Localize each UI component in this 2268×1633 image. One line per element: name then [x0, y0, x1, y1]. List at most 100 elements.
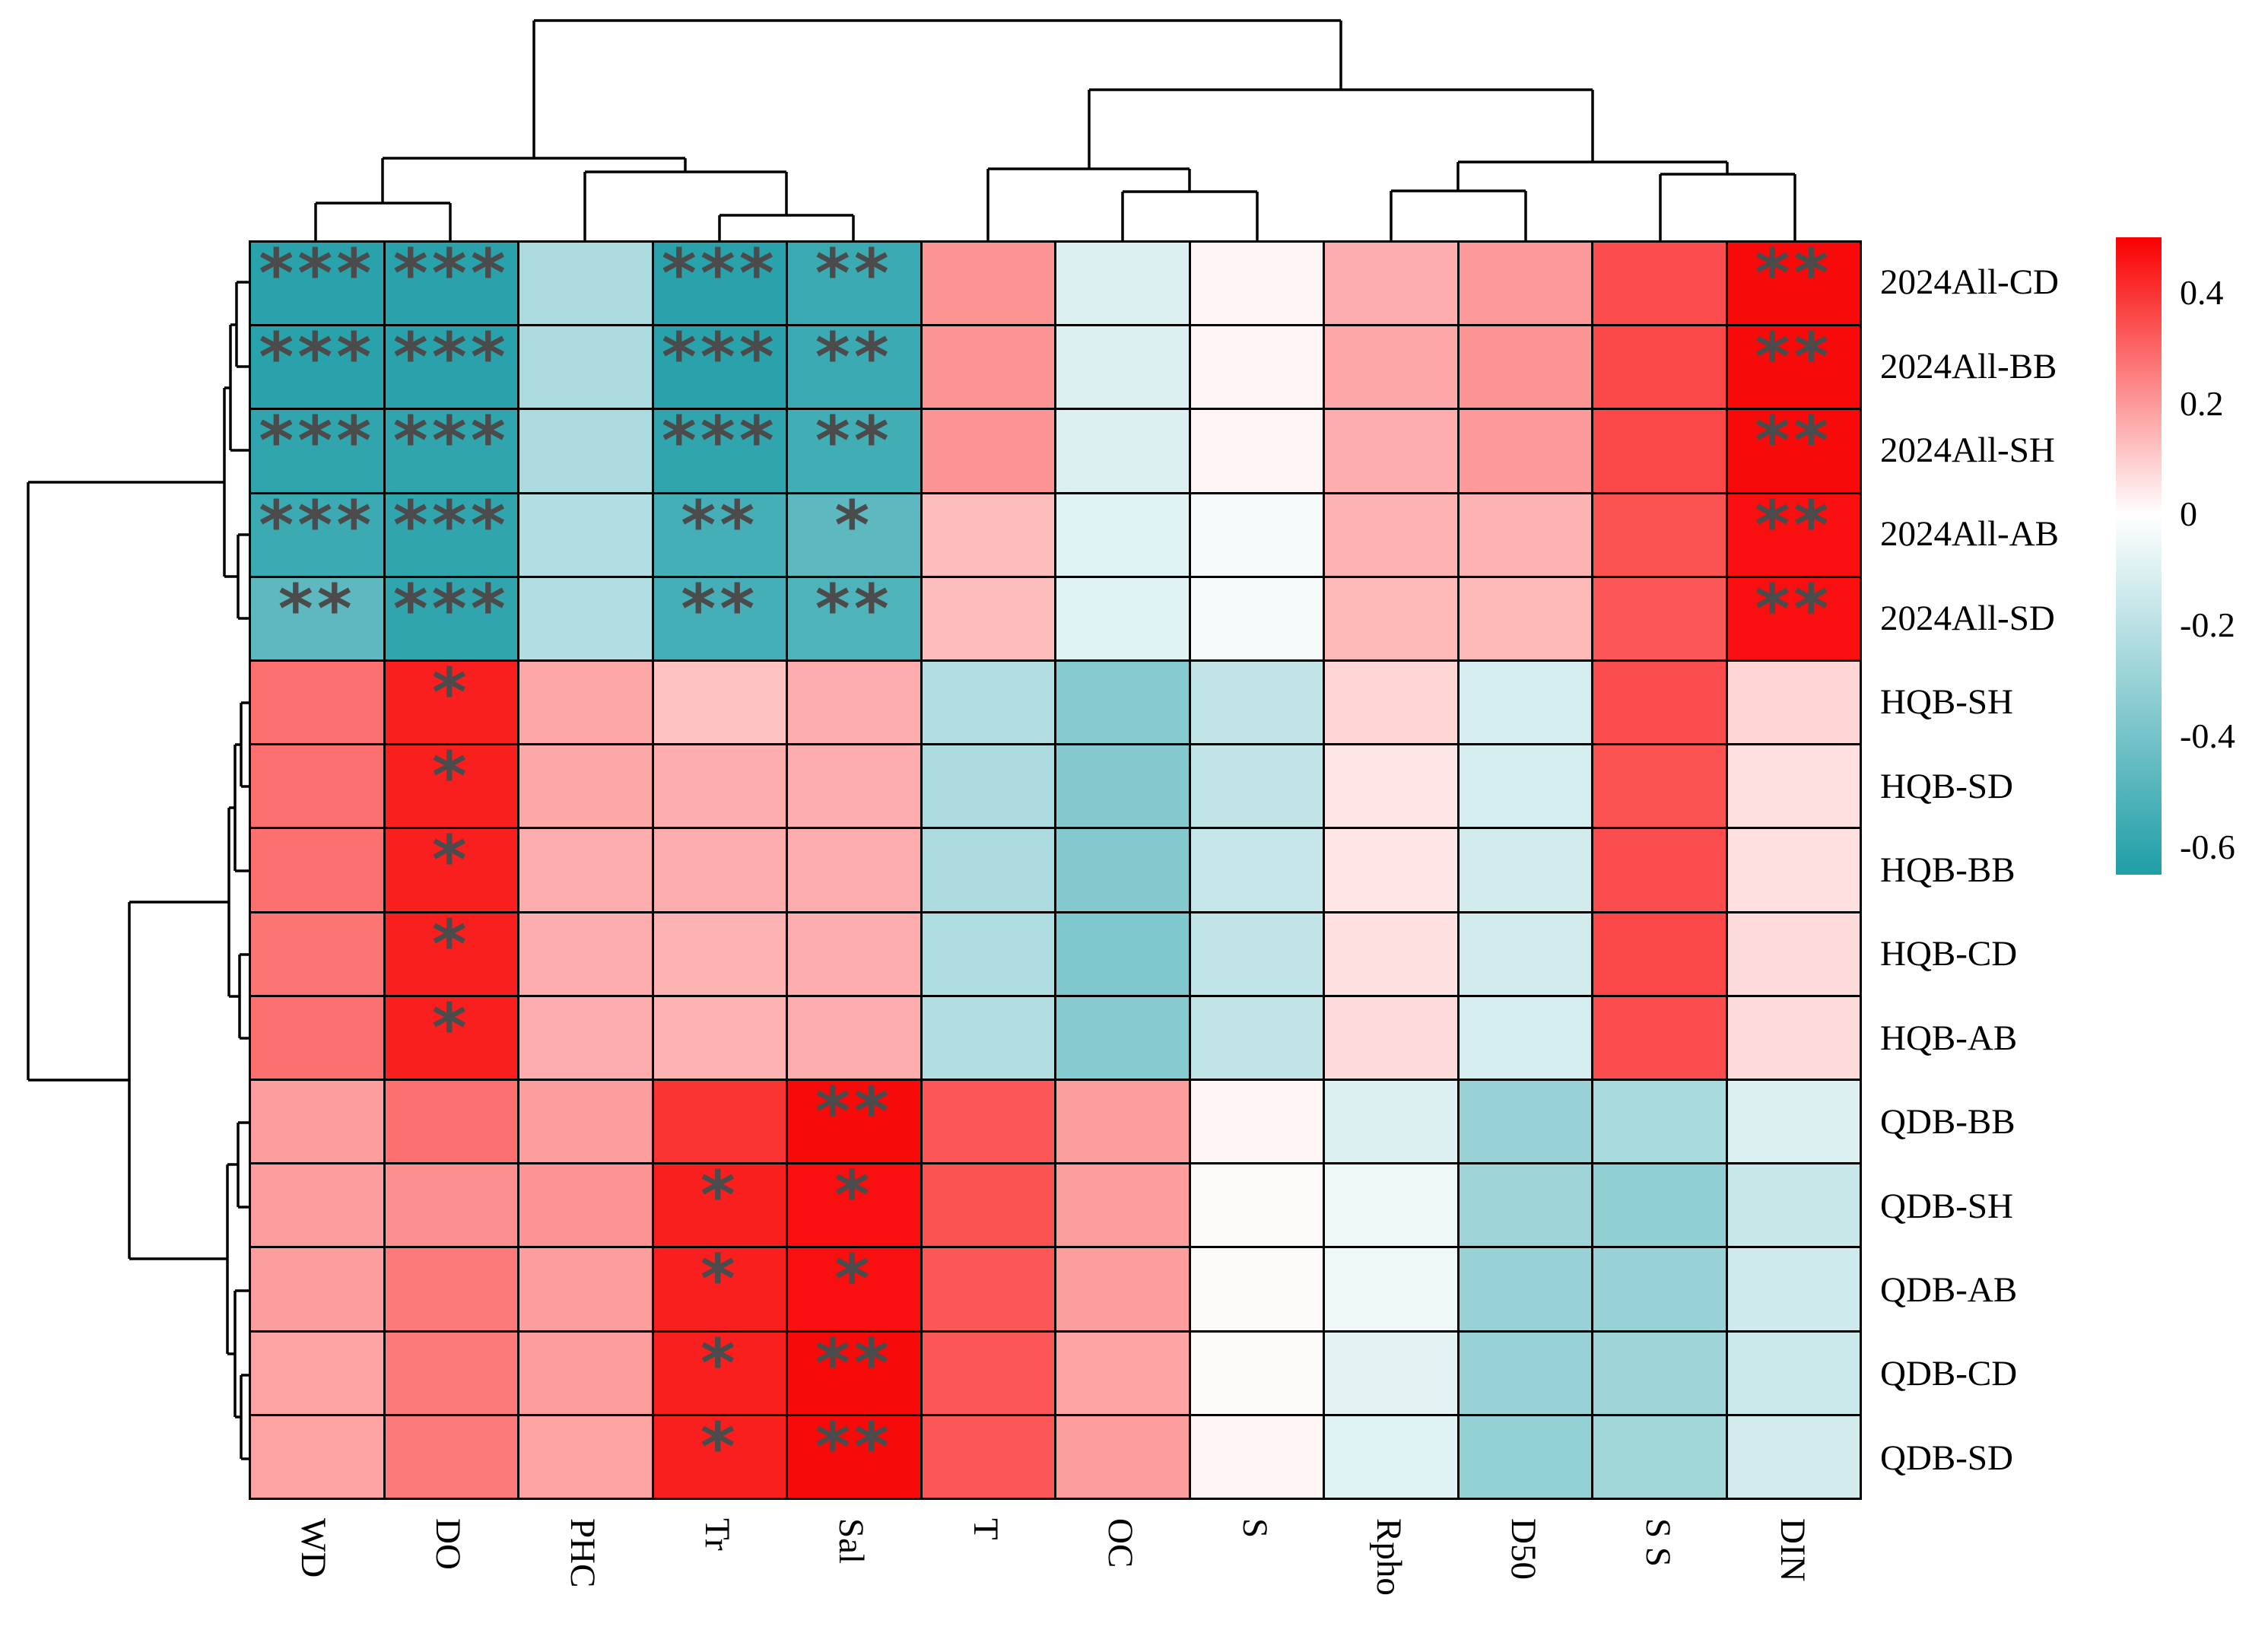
- heatmap-cell-HQB-CD-Tr: [653, 913, 786, 995]
- significance-stars: *: [834, 485, 874, 564]
- heatmap-cell-HQB-SD-T: [922, 745, 1054, 828]
- heatmap-cell-HQB-BB-DO: *: [385, 821, 517, 911]
- colorbar-tick--0.4: -0.4: [2180, 716, 2235, 755]
- significance-stars: ***: [392, 402, 510, 481]
- significance-stars: **: [815, 234, 893, 313]
- heatmap-cell-2024All-SH-OC: [1056, 410, 1189, 492]
- column-label-DO: DO: [428, 1518, 469, 1570]
- heatmap-cell-QDB-BB-Rpho: [1325, 1080, 1457, 1163]
- heatmap-cell-2024All-SH-S: [1190, 410, 1323, 492]
- heatmap-cell-2024All-CD-DO: ***: [385, 235, 517, 325]
- heatmap-cell-2024All-BB-WD: ***: [251, 319, 383, 408]
- column-label-Sal: Sal: [831, 1518, 872, 1565]
- heatmap-cell-QDB-SD-PHC: [519, 1415, 652, 1498]
- heatmap-cell-2024All-SD-WD: **: [251, 570, 383, 659]
- heatmap-cell-2024All-SH-Sal: **: [788, 402, 920, 492]
- heatmap-cell-HQB-SD-DIN: [1727, 745, 1860, 828]
- heatmap-cell-QDB-SD-S: [1190, 1415, 1323, 1498]
- heatmap-cell-2024All-AB-DIN: **: [1727, 486, 1860, 576]
- heatmap-cell-QDB-BB-DO: [385, 1080, 517, 1163]
- heatmap-cell-2024All-SH-D50: [1459, 410, 1591, 492]
- significance-stars: *: [834, 1156, 874, 1235]
- heatmap-cell-HQB-AB-DO: *: [385, 989, 517, 1079]
- heatmap-cell-HQB-CD-D50: [1459, 913, 1591, 995]
- heatmap-cell-HQB-CD-Sal: [788, 913, 920, 995]
- heatmap-cell-HQB-BB-S: [1190, 829, 1323, 911]
- heatmap-cell-HQB-BB-PHC: [519, 829, 652, 911]
- heatmap-cell-HQB-SD-D50: [1459, 745, 1591, 828]
- column-label-WD: WD: [294, 1518, 334, 1578]
- column-label-T: T: [966, 1518, 1006, 1540]
- row-label-2024All-CD: 2024All-CD: [1880, 262, 2059, 303]
- heatmap-cell-QDB-AB-S: [1190, 1248, 1323, 1330]
- heatmap-cell-QDB-BB-DIN: [1727, 1080, 1860, 1163]
- heatmap-cell-QDB-SD-Rpho: [1325, 1415, 1457, 1498]
- column-label-S S: S S: [1637, 1518, 1678, 1568]
- heatmap-cell-QDB-SH-OC: [1056, 1164, 1189, 1247]
- significance-stars: **: [1755, 402, 1833, 481]
- row-label-QDB-AB: QDB-AB: [1880, 1270, 2018, 1310]
- heatmap-cell-HQB-CD-Rpho: [1325, 913, 1457, 995]
- heatmap-cell-HQB-CD-OC: [1056, 913, 1189, 995]
- heatmap-cell-QDB-CD-T: [922, 1332, 1054, 1414]
- heatmap-cell-QDB-AB-D50: [1459, 1248, 1591, 1330]
- heatmap-cell-2024All-BB-S: [1190, 326, 1323, 408]
- heatmap-cell-HQB-SD-S S: [1593, 745, 1726, 828]
- heatmap-cell-2024All-SH-Tr: ***: [653, 402, 786, 492]
- heatmap-cell-HQB-BB-D50: [1459, 829, 1591, 911]
- heatmap-cell-HQB-AB-Sal: [788, 996, 920, 1079]
- heatmap-cell-QDB-AB-T: [922, 1248, 1054, 1330]
- heatmap-cell-QDB-SH-D50: [1459, 1164, 1591, 1247]
- heatmap-cell-QDB-AB-Sal: *: [788, 1241, 920, 1330]
- significance-stars: **: [681, 485, 759, 564]
- heatmap-cell-HQB-SH-DO: *: [385, 653, 517, 744]
- row-label-2024All-SD: 2024All-SD: [1880, 598, 2055, 638]
- heatmap-cell-QDB-SD-DIN: [1727, 1415, 1860, 1498]
- heatmap-cell-QDB-CD-Rpho: [1325, 1332, 1457, 1414]
- significance-stars: *: [431, 737, 471, 816]
- heatmap-cell-HQB-SD-Sal: [788, 745, 920, 828]
- heatmap-cell-HQB-AB-OC: [1056, 996, 1189, 1079]
- significance-stars: *: [431, 653, 471, 732]
- heatmap-cell-QDB-CD-D50: [1459, 1332, 1591, 1414]
- heatmap-cell-2024All-BB-OC: [1056, 326, 1189, 408]
- row-label-2024All-AB: 2024All-AB: [1880, 514, 2059, 554]
- heatmap-cell-2024All-SD-Rpho: [1325, 577, 1457, 659]
- heatmap-cell-2024All-AB-DO: ***: [385, 486, 517, 576]
- column-label-S: S: [1234, 1518, 1275, 1539]
- significance-stars: **: [815, 1407, 893, 1486]
- heatmap-cell-2024All-CD-S S: [1593, 243, 1726, 325]
- heatmap-cell-2024All-SH-T: [922, 410, 1054, 492]
- heatmap-cell-QDB-CD-WD: [251, 1332, 383, 1414]
- heatmap-cell-QDB-CD-PHC: [519, 1332, 652, 1414]
- heatmap-cell-HQB-BB-DIN: [1727, 829, 1860, 911]
- heatmap-cell-QDB-BB-Tr: [653, 1080, 786, 1163]
- significance-stars: ***: [661, 234, 778, 313]
- heatmap-cell-HQB-SH-WD: [251, 661, 383, 744]
- heatmap-cell-QDB-SH-DO: [385, 1164, 517, 1247]
- heatmap-cell-HQB-AB-PHC: [519, 996, 652, 1079]
- significance-stars: **: [278, 569, 356, 648]
- heatmap-cell-2024All-AB-OC: [1056, 494, 1189, 576]
- significance-stars: **: [1755, 318, 1833, 397]
- heatmap-cell-2024All-CD-DIN: **: [1727, 235, 1860, 325]
- heatmap-cell-QDB-AB-DO: [385, 1248, 517, 1330]
- heatmap-cell-QDB-SD-WD: [251, 1415, 383, 1498]
- row-label-HQB-SD: HQB-SD: [1880, 766, 2013, 806]
- heatmap-cell-QDB-SH-DIN: [1727, 1164, 1860, 1247]
- heatmap-cell-2024All-BB-Rpho: [1325, 326, 1457, 408]
- row-label-2024All-SH: 2024All-SH: [1880, 430, 2055, 470]
- heatmap-cell-2024All-SD-T: [922, 577, 1054, 659]
- heatmap-cell-HQB-SD-Rpho: [1325, 745, 1457, 828]
- heatmap-cell-2024All-BB-D50: [1459, 326, 1591, 408]
- heatmap-cell-HQB-AB-D50: [1459, 996, 1591, 1079]
- heatmap-cell-QDB-AB-Rpho: [1325, 1248, 1457, 1330]
- row-label-HQB-AB: HQB-AB: [1880, 1018, 2018, 1058]
- significance-stars: *: [700, 1156, 739, 1235]
- heatmap-cell-2024All-AB-Sal: *: [788, 486, 920, 576]
- heatmap-cell-2024All-AB-PHC: [519, 494, 652, 576]
- heatmap-cell-QDB-SH-Sal: *: [788, 1157, 920, 1247]
- heatmap-cell-2024All-BB-S S: [1593, 326, 1726, 408]
- significance-stars: **: [1755, 569, 1833, 648]
- heatmap-cell-2024All-AB-D50: [1459, 494, 1591, 576]
